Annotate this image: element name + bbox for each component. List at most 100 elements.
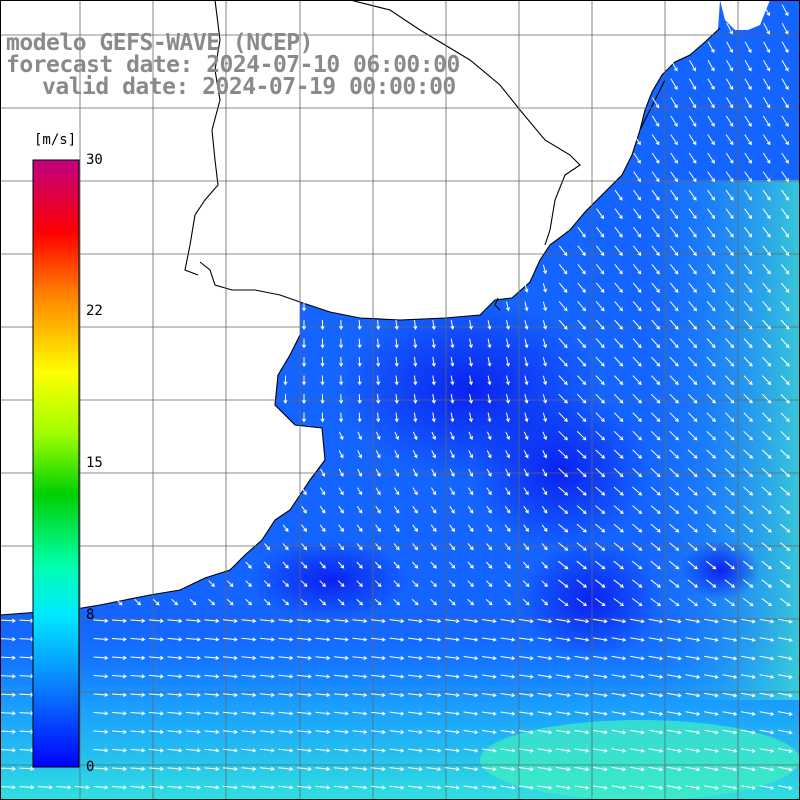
wind-arrow — [685, 655, 701, 661]
wind-arrow — [780, 245, 790, 256]
wind-arrow — [558, 338, 568, 349]
wind-arrow — [742, 598, 754, 607]
wind-arrow — [595, 356, 605, 367]
wind-arrow — [688, 171, 697, 183]
wind-arrow — [595, 393, 605, 404]
wind-arrow — [445, 785, 460, 790]
wind-arrow — [519, 785, 534, 790]
wind-arrow — [542, 357, 548, 367]
wind-arrow — [781, 134, 789, 146]
wind-arrow — [241, 748, 257, 753]
wind-arrow — [630, 748, 645, 753]
wind-arrow — [431, 375, 436, 386]
wind-arrow — [338, 524, 344, 532]
wind-arrow — [759, 618, 775, 624]
wind-arrow — [130, 655, 146, 660]
wind-arrow — [500, 637, 516, 642]
wind-arrow — [779, 598, 791, 607]
wind-arrow — [486, 505, 492, 514]
wind-arrow — [226, 598, 234, 606]
wind-arrow — [706, 319, 716, 330]
wind-arrow — [593, 766, 608, 772]
wind-arrow — [685, 618, 701, 624]
wind-arrow — [762, 208, 771, 220]
wind-arrow — [706, 356, 716, 367]
wind-arrow — [333, 618, 349, 624]
wind-arrow — [130, 674, 146, 679]
wind-arrow — [632, 245, 642, 256]
wind-arrow — [725, 375, 735, 386]
wind-arrow — [781, 171, 789, 183]
wind-arrow — [204, 711, 220, 716]
wind-arrow — [337, 561, 345, 569]
wind-arrow — [741, 748, 756, 753]
wind-arrow — [167, 711, 183, 716]
wind-arrow — [412, 487, 418, 496]
wind-arrow — [556, 785, 571, 790]
wind-arrow — [542, 412, 548, 423]
wind-arrow — [389, 767, 405, 772]
wind-arrow — [743, 412, 753, 422]
wind-arrow — [505, 450, 510, 459]
wind-arrow — [241, 692, 257, 698]
wind-arrow — [338, 543, 345, 551]
wind-arrow — [670, 152, 678, 164]
wind-arrow — [614, 263, 623, 275]
wind-arrow — [426, 674, 442, 679]
wind-arrow — [648, 637, 664, 642]
wind-arrow — [574, 655, 590, 661]
wind-arrow — [759, 674, 775, 679]
wind-arrow — [725, 226, 734, 238]
wind-arrow — [650, 468, 661, 478]
wind-arrow — [519, 619, 534, 624]
wind-arrow — [185, 748, 201, 753]
wind-arrow — [763, 41, 770, 54]
wind-arrow — [725, 338, 735, 349]
wind-arrow — [633, 226, 642, 238]
wind-arrow — [204, 618, 220, 623]
wind-arrow — [111, 618, 127, 623]
wind-arrow — [486, 431, 492, 441]
land-mask-east — [720, 0, 770, 30]
wind-arrow — [611, 785, 627, 790]
wind-arrow — [668, 579, 680, 588]
wind-arrow — [523, 505, 529, 514]
wind-arrow — [669, 263, 679, 275]
wind-arrow — [426, 656, 442, 661]
wind-arrow — [670, 171, 678, 183]
wind-arrow — [463, 656, 479, 661]
wind-arrow — [320, 338, 325, 349]
colorbar-tick-22: 22 — [86, 303, 103, 319]
wind-arrow — [375, 524, 381, 532]
wind-arrow — [338, 356, 344, 367]
wind-arrow — [651, 338, 661, 349]
wind-arrow — [706, 375, 716, 386]
wind-arrow — [463, 711, 479, 716]
wind-arrow — [338, 468, 344, 477]
wind-arrow — [630, 729, 645, 735]
wind-arrow — [688, 134, 697, 146]
wind-arrow — [408, 767, 423, 772]
wind-arrow — [376, 412, 381, 423]
wind-arrow — [688, 78, 697, 91]
wind-arrow — [371, 674, 386, 679]
wind-arrow — [130, 692, 146, 697]
wind-arrow — [780, 412, 790, 422]
wind-arrow — [704, 674, 719, 679]
wind-arrow — [687, 468, 698, 478]
wind-arrow — [576, 598, 588, 607]
wind-arrow — [707, 134, 715, 146]
wind-arrow — [537, 655, 553, 661]
wind-arrow — [320, 412, 325, 423]
wind-arrow — [352, 674, 368, 679]
wind-arrow — [537, 785, 553, 790]
wind-arrow — [296, 692, 312, 698]
wind-arrow — [744, 171, 752, 183]
wind-arrow — [557, 560, 569, 570]
wind-arrow — [389, 674, 405, 679]
wind-arrow — [264, 543, 271, 551]
wind-arrow — [761, 393, 772, 404]
wind-arrow — [685, 674, 701, 679]
wind-arrow — [357, 431, 362, 441]
wind-arrow — [669, 393, 679, 404]
